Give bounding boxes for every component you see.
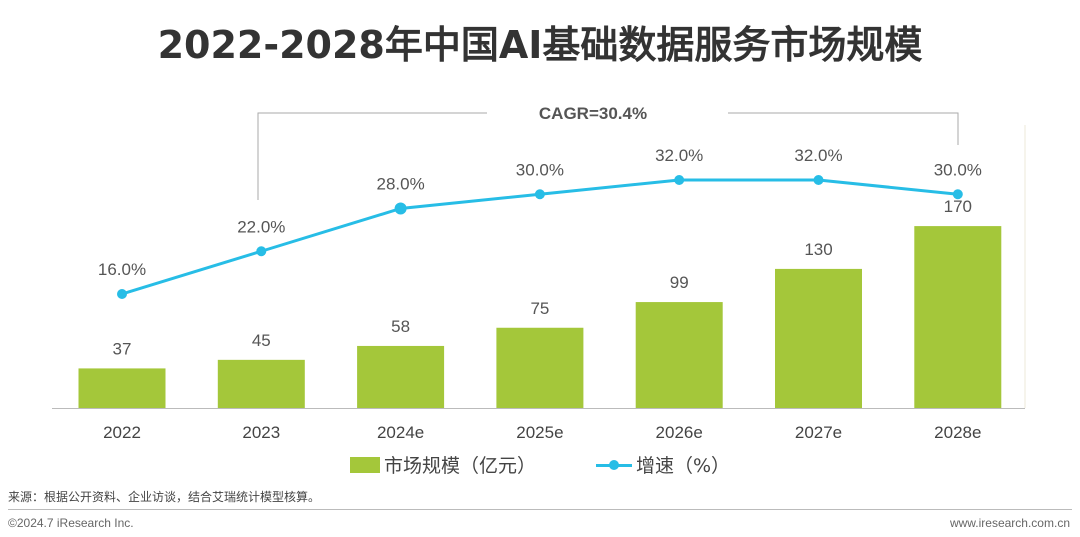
growth-point: [674, 175, 685, 185]
growth-value-label: 32.0%: [794, 146, 842, 165]
bar-value-label: 58: [391, 317, 410, 336]
x-tick-label: 2024e: [377, 423, 424, 442]
x-tick-label: 2025e: [516, 423, 563, 442]
copyright: ©2024.7 iResearch Inc.: [8, 516, 134, 530]
bar: [217, 359, 305, 408]
growth-point: [813, 175, 824, 185]
bar: [914, 226, 1002, 408]
x-tick-label: 2022: [103, 423, 141, 442]
bar-swatch-icon: [349, 456, 380, 473]
bar: [496, 327, 584, 408]
growth-point: [117, 289, 127, 299]
chart: 37 45 58 75 99 130 170 CAGR=30.4% 16.0% 22.0% 28…: [52, 104, 1026, 442]
x-tick-label: 2023: [242, 423, 280, 442]
bar-value-label: 130: [804, 240, 832, 259]
chart-title: 2022-2028年中国AI基础数据服务市场规模: [157, 23, 923, 67]
growth-point: [256, 246, 267, 257]
growth-point: [394, 202, 407, 215]
legend-item-bar: 市场规模（亿元）: [349, 451, 536, 478]
legend-item-line: 增速（%）: [595, 451, 731, 478]
line-marker-icon: [595, 457, 632, 473]
growth-value-label: 16.0%: [98, 260, 146, 279]
bar: [78, 368, 166, 408]
bar-value-label: 99: [670, 273, 689, 292]
x-tick-label: 2026e: [656, 423, 703, 442]
growth-point: [952, 189, 963, 200]
growth-value-label: 30.0%: [516, 160, 564, 179]
growth-value-label: 28.0%: [376, 175, 424, 194]
legend-label: 市场规模（亿元）: [383, 455, 536, 477]
cagr-bracket: [257, 112, 959, 200]
growth-value-label: 32.0%: [655, 146, 703, 165]
source-note: 来源：根据公开资料、企业访谈，结合艾瑞统计模型核算。: [8, 490, 321, 504]
bar-value-label: 37: [113, 339, 132, 358]
bar: [635, 302, 723, 408]
bar: [775, 268, 862, 408]
bar-value-label: 75: [530, 299, 549, 318]
growth-value-label: 22.0%: [237, 217, 285, 236]
divider: [8, 509, 1072, 510]
growth-point: [534, 189, 545, 200]
growth-value-label: 30.0%: [934, 160, 982, 179]
bar: [357, 345, 445, 408]
x-tick-label: 2027e: [795, 423, 842, 442]
x-tick-label: 2028e: [934, 423, 981, 442]
website-link[interactable]: www.iresearch.com.cn: [949, 516, 1070, 530]
legend: 市场规模（亿元） 增速（%）: [0, 451, 1080, 478]
cagr-label: CAGR=30.4%: [539, 104, 647, 123]
bar-value-label: 45: [252, 331, 271, 350]
bar-value-label: 170: [944, 197, 972, 216]
legend-label: 增速（%）: [635, 455, 731, 477]
